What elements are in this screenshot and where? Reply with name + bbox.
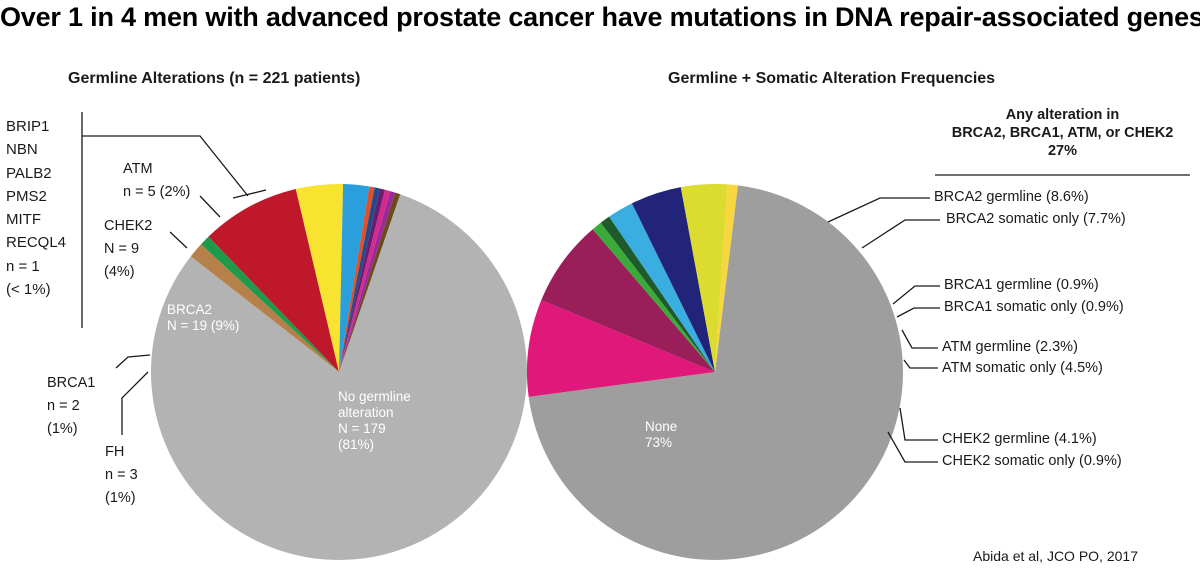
- left-pie: [151, 183, 528, 560]
- label-atm-somatic: ATM somatic only (4.5%): [942, 360, 1103, 376]
- brca1-leader-line: [115, 354, 151, 369]
- germline-slice-brip1: [339, 192, 401, 372]
- germline-slice-atm: [339, 184, 370, 372]
- chek2-germline-leader: [899, 407, 938, 441]
- atm-leader-line: [199, 195, 221, 218]
- gene-label-palb2: PALB2: [6, 164, 52, 182]
- right-none-label: None 73%: [645, 419, 678, 450]
- germline-slice-fh: [190, 244, 339, 372]
- left-chart-title: Germline Alterations (n = 221 patients): [68, 70, 361, 87]
- brca2-somatic-leader: [861, 219, 940, 249]
- germline-slice-no-germline-alteration: [151, 194, 528, 560]
- germline-slice-pms2: [339, 188, 385, 372]
- combined-slice-atm-germline: [609, 203, 715, 372]
- germline-slice-chek2: [295, 183, 344, 372]
- label-atm-germline: ATM germline (2.3%): [942, 339, 1078, 355]
- citation: Abida et al, JCO PO, 2017: [973, 548, 1138, 564]
- label-brca1-germline: BRCA1 germline (0.9%): [944, 277, 1099, 293]
- label-brca1-somatic: BRCA1 somatic only (0.9%): [944, 299, 1124, 315]
- germline-slice-brca1: [201, 236, 339, 372]
- gene-label-nbn: NBN: [6, 141, 38, 159]
- fh-label: FH n = 3 (1%): [105, 444, 138, 506]
- atm-germline-leader: [901, 329, 938, 349]
- label-chek2-somatic: CHEK2 somatic only (0.9%): [942, 453, 1122, 469]
- label-chek2-germline: CHEK2 germline (4.1%): [942, 431, 1097, 447]
- page-title: Over 1 in 4 men with advanced prostate c…: [0, 2, 1200, 32]
- gene-label-mitf: MITF: [6, 211, 41, 229]
- germline-slice-brca2: [208, 189, 339, 372]
- label-brca2-germline: BRCA2 germline (8.6%): [934, 189, 1089, 205]
- group-leader-tick: [232, 189, 267, 199]
- group-count-label: n = 1: [6, 257, 40, 275]
- gene-label-brip1: BRIP1: [6, 118, 50, 135]
- combined-slice-brca1-somatic-only: [600, 216, 715, 372]
- group-percent-label: (< 1%): [6, 281, 51, 299]
- brca2-germline-leader: [827, 197, 930, 223]
- gene-group-list: BRIP1 NBN PALB2 PMS2 MITF RECQL4 n = 1 (…: [6, 115, 66, 301]
- brca2-inside-label: BRCA2 N = 19 (9%): [167, 302, 240, 333]
- combined-slice-brca2-germline: [526, 300, 715, 397]
- brca1-somatic-leader: [896, 307, 940, 318]
- none-inside-label: No germline alteration N = 179 (81%): [338, 389, 411, 452]
- atm-label: ATM n = 5 (2%): [123, 161, 191, 200]
- combined-slice-chek2-germline: [680, 183, 728, 372]
- chek2-leader-line: [169, 231, 188, 249]
- combined-slice-atm-somatic-only: [631, 187, 715, 372]
- germline-slice-nbn: [339, 191, 396, 372]
- fh-leader-line: [121, 371, 149, 435]
- leader-lines: [81, 112, 1190, 463]
- right-chart-title: Germline + Somatic Alteration Frequencie…: [668, 70, 996, 87]
- atm-somatic-leader: [903, 359, 938, 369]
- germline-slice-palb2: [339, 189, 391, 372]
- combined-slice-chek2-somatic-only: [715, 184, 738, 372]
- germline-slice-recql4: [339, 186, 375, 372]
- combined-slice-brca1-germline: [592, 222, 715, 372]
- group-leader-line: [82, 135, 249, 197]
- gene-label-recql4: RECQL4: [6, 234, 67, 252]
- brca1-label: BRCA1 n = 2 (1%): [47, 375, 96, 437]
- chek2-label: CHEK2 N = 9 (4%): [104, 218, 153, 280]
- germline-slice-mitf: [339, 187, 380, 372]
- gene-label-pms2: PMS2: [6, 187, 47, 205]
- brca1-germline-leader: [892, 285, 940, 305]
- right-pie: [526, 183, 903, 560]
- chek2-somatic-leader: [887, 431, 938, 463]
- combined-slice-none: [528, 185, 903, 560]
- label-brca2-somatic: BRCA2 somatic only (7.7%): [946, 211, 1126, 227]
- combined-slice-brca2-somatic-only: [541, 229, 715, 372]
- any-alteration-annotation: Any alteration in BRCA2, BRCA1, ATM, or …: [951, 107, 1174, 159]
